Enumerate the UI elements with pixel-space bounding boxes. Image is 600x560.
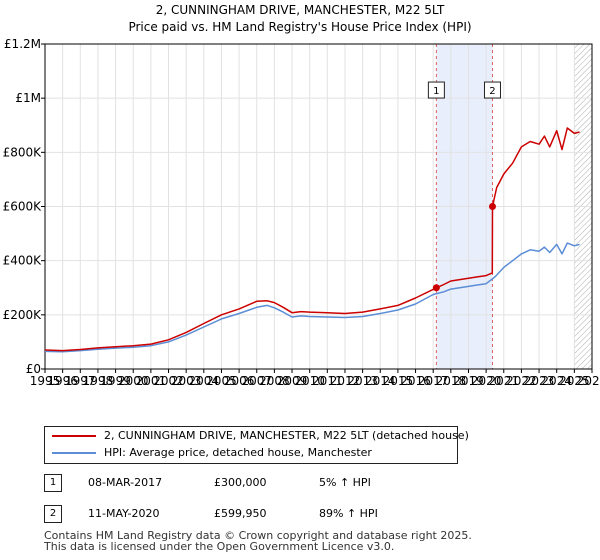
transaction-label-box: [483, 81, 501, 99]
chart-subtitle: Price paid vs. HM Land Registry's House …: [128, 20, 471, 34]
transaction-hpi-change: 89% ↑ HPI: [319, 507, 378, 520]
x-tick-label: 2024: [541, 374, 572, 388]
x-tick-label: 2001: [136, 374, 167, 388]
x-tick-label: 1998: [83, 374, 114, 388]
x-tick-label: 2025: [559, 374, 590, 388]
price-chart: 2, CUNNINGHAM DRIVE, MANCHESTER, M22 5LT…: [3, 3, 600, 388]
x-tick-label: 2015: [383, 374, 414, 388]
legend-item-property: 2, CUNNINGHAM DRIVE, MANCHESTER, M22 5LT…: [45, 428, 469, 444]
x-tick-label: 1996: [47, 374, 78, 388]
transaction-marker: 2: [44, 505, 62, 523]
x-tick-label: 2022: [506, 374, 537, 388]
x-tick-label: 2002: [153, 374, 184, 388]
chart-title: 2, CUNNINGHAM DRIVE, MANCHESTER, M22 5LT: [156, 3, 445, 17]
y-tick-label: £1.2M: [4, 37, 41, 51]
legend: 2, CUNNINGHAM DRIVE, MANCHESTER, M22 5LT…: [44, 426, 469, 464]
x-tick-label: 2026: [577, 374, 600, 388]
transaction-marker: 1: [44, 474, 62, 492]
legend-item-hpi: HPI: Average price, detached house, Manc…: [45, 445, 455, 461]
x-tick-label: 2012: [330, 374, 361, 388]
legend-line-hpi: [52, 452, 96, 454]
y-tick-label: £200K: [3, 308, 43, 322]
hpi-series-line: [44, 242, 580, 353]
legend-label-hpi: HPI: Average price, detached house, Manc…: [104, 446, 372, 459]
legend-label-property: 2, CUNNINGHAM DRIVE, MANCHESTER, M22 5LT…: [104, 429, 469, 442]
x-tick-label: 1999: [100, 374, 131, 388]
y-tick-label: £0: [26, 362, 41, 376]
x-tick-label: 2017: [418, 374, 449, 388]
footer-licence: This data is licensed under the Open Gov…: [44, 540, 395, 553]
x-tick-label: 2005: [206, 374, 237, 388]
x-tick-label: 1995: [30, 374, 61, 388]
footer: Contains HM Land Registry data © Crown c…: [44, 530, 472, 552]
x-tick-label: 2019: [453, 374, 484, 388]
transaction-label: 2: [489, 86, 495, 97]
transaction-date: 08-MAR-2017: [88, 476, 163, 489]
x-tick-label: 2010: [294, 374, 325, 388]
y-tick-label: £1M: [15, 91, 41, 105]
x-tick-label: 2020: [471, 374, 502, 388]
x-tick-label: 2006: [224, 374, 255, 388]
footer-copyright: Contains HM Land Registry data © Crown c…: [44, 529, 472, 542]
transaction-price: £599,950: [214, 507, 267, 520]
x-tick-label: 2008: [259, 374, 290, 388]
x-tick-label: 2023: [524, 374, 555, 388]
y-tick-label: £800K: [3, 145, 43, 159]
x-tick-label: 2013: [347, 374, 378, 388]
x-tick-label: 2014: [365, 374, 396, 388]
x-tick-label: 2016: [400, 374, 431, 388]
x-tick-label: 2000: [118, 374, 149, 388]
transaction-row: 1 08-MAR-2017 £300,000 5% ↑ HPI: [44, 474, 544, 492]
transaction-label: 1: [433, 86, 439, 97]
transaction-price: £300,000: [214, 476, 267, 489]
x-tick-label: 2011: [312, 374, 343, 388]
x-tick-label: 2009: [277, 374, 308, 388]
x-tick-label: 2003: [171, 374, 202, 388]
transaction-row: 2 11-MAY-2020 £599,950 89% ↑ HPI: [44, 505, 544, 523]
property-series-line: [44, 127, 580, 352]
y-tick-label: £400K: [3, 254, 43, 268]
x-tick-label: 2021: [489, 374, 520, 388]
transaction-point: [432, 284, 440, 292]
x-tick-label: 2018: [436, 374, 467, 388]
y-tick-label: £600K: [3, 200, 43, 214]
transaction-label-box: [427, 81, 445, 99]
transaction-hpi-change: 5% ↑ HPI: [319, 476, 371, 489]
x-tick-label: 2004: [189, 374, 220, 388]
x-tick-label: 1997: [65, 374, 96, 388]
transaction-point: [488, 203, 496, 211]
transaction-date: 11-MAY-2020: [88, 507, 160, 520]
x-tick-label: 2007: [241, 374, 272, 388]
legend-line-property: [52, 435, 96, 437]
